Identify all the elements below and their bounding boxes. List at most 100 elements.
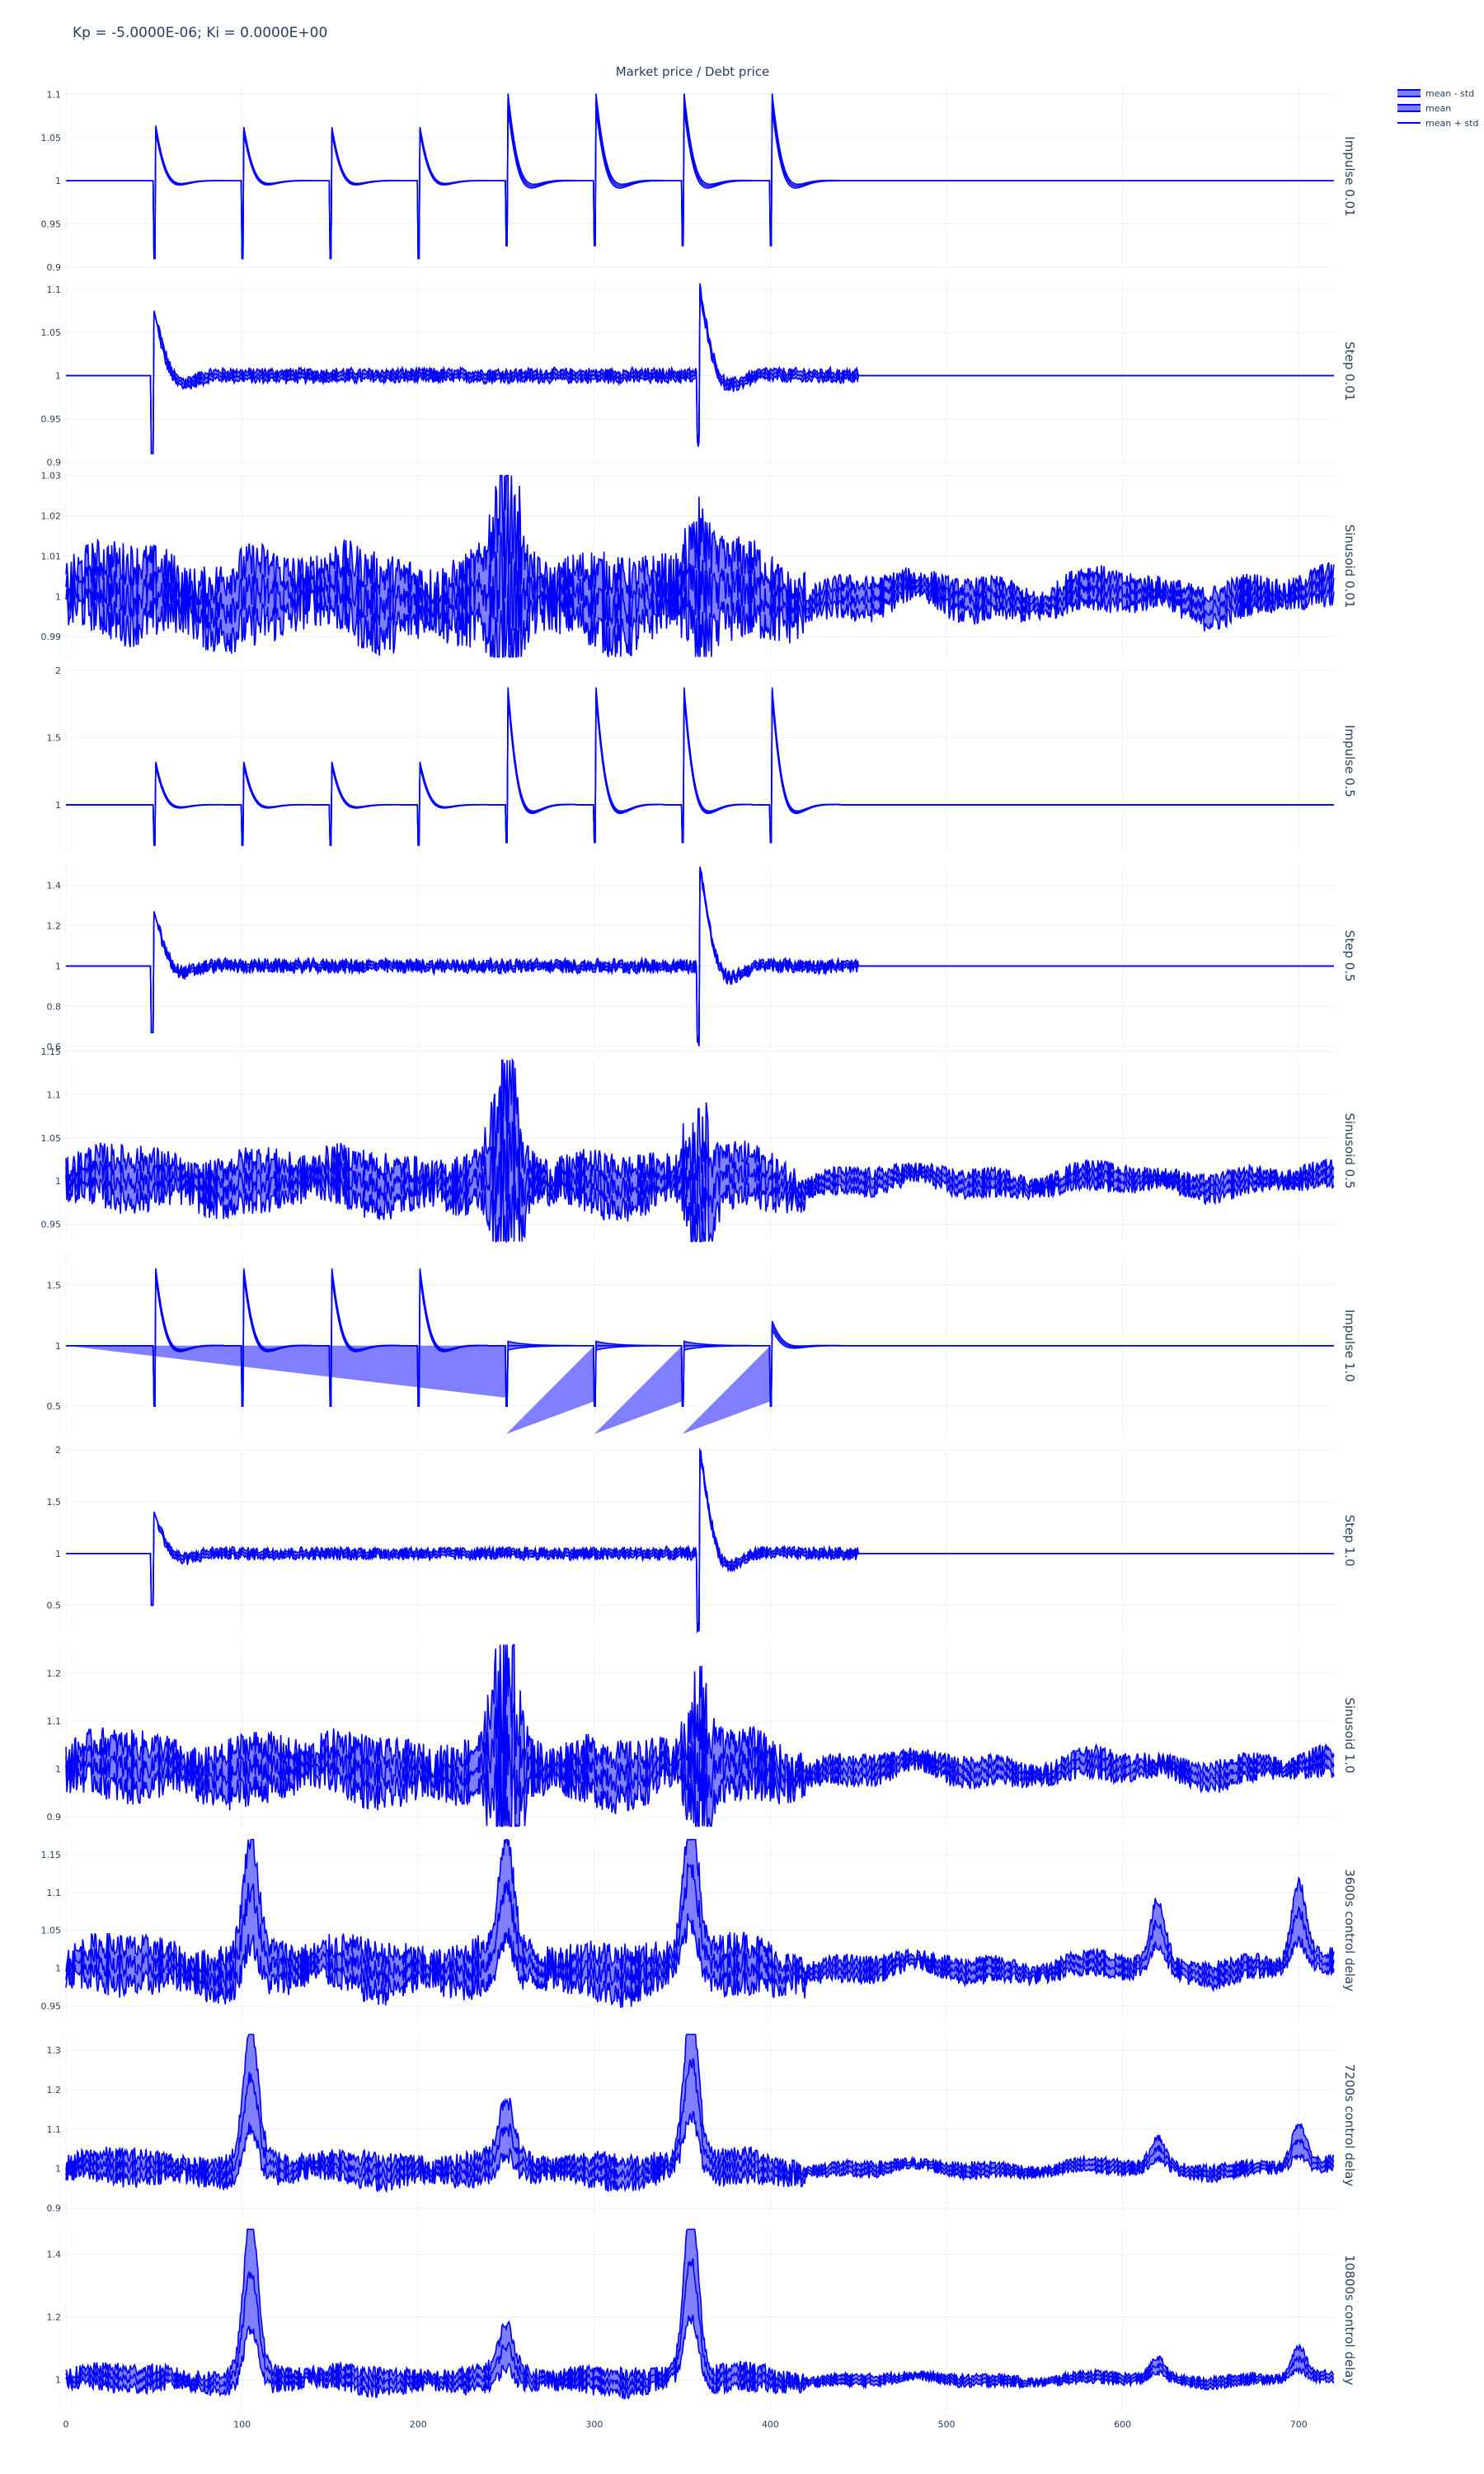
y-tick-label: 1 xyxy=(55,2164,61,2175)
y-tick-label: 1.1 xyxy=(47,285,62,295)
panel-11[interactable]: 1 1.2 1.4 10800s control delay xyxy=(47,2228,1358,2411)
band-wedge xyxy=(682,1345,771,1434)
y-tick-label: 1.4 xyxy=(47,2250,62,2260)
y-tick-label: 1.05 xyxy=(41,1133,62,1144)
legend-swatch xyxy=(1397,89,1421,97)
y-tick-label: 1.5 xyxy=(47,1280,62,1291)
figure-title: Kp = -5.0000E-06; Ki = 0.0000E+00 xyxy=(73,25,328,41)
y-tick-label: 1.2 xyxy=(47,2312,62,2323)
series-mean-minus-std xyxy=(65,1912,1335,2008)
legend-label: mean - std xyxy=(1425,87,1475,99)
panel-9[interactable]: 0.95 1 1.05 1.1 1.15 3600s control delay xyxy=(41,1838,1358,2021)
panel-10[interactable]: 0.9 1 1.1 1.2 1.3 7200s control delay xyxy=(47,2034,1358,2216)
y-tick-label: 0.9 xyxy=(47,457,62,468)
series-mean-minus-std xyxy=(66,109,1334,260)
y-tick-label: 0.5 xyxy=(47,1601,62,1611)
y-tick-label: 1 xyxy=(55,591,61,602)
y-tick-label: 1.05 xyxy=(41,327,62,338)
panel-6[interactable]: 0.5 1 1.5 Impulse 1.0 xyxy=(47,1254,1358,1437)
panel-label: Sinusoid 1.0 xyxy=(1342,1697,1357,1773)
subplot-title: Market price / Debt price xyxy=(615,64,770,79)
y-tick-label: 1.1 xyxy=(47,2124,62,2135)
y-tick-label: 1 xyxy=(55,2374,61,2385)
panel-label: Sinusoid 0.5 xyxy=(1342,1112,1357,1188)
y-tick-label: 1.5 xyxy=(47,1497,62,1507)
y-tick-label: 1 xyxy=(55,371,61,382)
series-mean-plus-std xyxy=(66,687,1334,846)
panel-7[interactable]: 0.5 1 1.5 2 Step 1.0 xyxy=(47,1445,1358,1634)
series-mean xyxy=(65,2058,1335,2183)
series-mean-plus-std xyxy=(65,1838,1335,1978)
y-tick-label: 1.5 xyxy=(47,732,62,743)
series-mean xyxy=(65,1863,1335,1992)
panel-label: 10800s control delay xyxy=(1342,2255,1357,2385)
y-tick-label: 1.05 xyxy=(41,1926,62,1936)
panel-5[interactable]: 0.95 1 1.05 1.1 1.15 Sinusoid 0.5 xyxy=(41,1047,1358,1244)
y-tick-label: 1.05 xyxy=(41,133,62,143)
y-tick-label: 0.6 xyxy=(47,1042,62,1052)
legend-item-mean-plus-std[interactable]: mean + std xyxy=(1397,115,1478,130)
legend-item-mean[interactable]: mean xyxy=(1397,101,1478,115)
band-wedge xyxy=(594,1345,683,1434)
panel-1[interactable]: 0.9 0.95 1 1.05 1.1 Step 0.01 xyxy=(41,280,1358,468)
x-tick-label: 700 xyxy=(1290,2419,1308,2429)
series-mean xyxy=(66,101,1334,260)
series-mean-plus-std xyxy=(66,93,1334,260)
y-tick-label: 1 xyxy=(55,176,61,186)
y-tick-label: 0.95 xyxy=(41,219,62,230)
panel-4[interactable]: 0.6 0.8 1 1.2 1.4 Step 0.5 xyxy=(47,865,1358,1052)
y-tick-label: 1.2 xyxy=(47,1668,62,1679)
y-tick-label: 0.9 xyxy=(47,2203,62,2213)
series-mean-plus-std xyxy=(66,866,1334,1041)
y-tick-label: 1 xyxy=(55,1341,61,1352)
series-mean-plus-std xyxy=(66,283,1334,454)
series-mean xyxy=(65,2258,1335,2391)
series-mean-plus-std xyxy=(65,2034,1335,2176)
y-tick-label: 2 xyxy=(55,1445,61,1456)
series-mean-plus-std xyxy=(66,1447,1334,1626)
panel-2[interactable]: 0.99 1 1.01 1.02 1.03 Sinusoid 0.01 xyxy=(41,471,1358,658)
x-tick-label: 0 xyxy=(63,2419,69,2429)
series-mean-minus-std xyxy=(66,1277,1334,1407)
std-band xyxy=(66,687,1334,845)
y-tick-label: 1 xyxy=(55,961,61,971)
panel-label: Step 0.01 xyxy=(1342,341,1357,401)
legend-item-mean-minus-std[interactable]: mean - std xyxy=(1397,86,1478,101)
y-tick-label: 1.1 xyxy=(47,1089,62,1100)
panel-label: 3600s control delay xyxy=(1342,1869,1357,1992)
y-tick-label: 1 xyxy=(55,1549,61,1559)
panel-label: Impulse 1.0 xyxy=(1342,1310,1357,1382)
y-tick-label: 0.8 xyxy=(47,1001,62,1012)
panel-0[interactable]: 0.9 0.95 1 1.05 1.1 Impulse 0.01 xyxy=(41,86,1358,273)
y-tick-label: 1.03 xyxy=(41,471,62,482)
legend-label: mean xyxy=(1425,102,1452,114)
series-mean-minus-std xyxy=(65,2110,1335,2194)
panel-8[interactable]: 0.9 1 1.1 1.2 Sinusoid 1.0 xyxy=(47,1644,1358,1827)
x-tick-label: 500 xyxy=(938,2419,956,2429)
legend-swatch xyxy=(1397,104,1421,112)
series-mean-minus-std xyxy=(65,2314,1335,2400)
y-tick-label: 1.15 xyxy=(41,1850,62,1860)
x-tick-label: 300 xyxy=(585,2419,603,2429)
y-tick-label: 0.9 xyxy=(47,262,62,273)
y-tick-label: 1.01 xyxy=(41,551,62,562)
series-mean xyxy=(65,499,1335,650)
panel-label: Step 0.5 xyxy=(1342,930,1357,982)
y-tick-label: 0.9 xyxy=(47,1812,62,1823)
y-tick-label: 0.5 xyxy=(47,1401,62,1412)
legend-swatch xyxy=(1397,122,1421,124)
y-tick-label: 1.3 xyxy=(47,2045,62,2056)
y-tick-label: 1.2 xyxy=(47,2085,62,2095)
y-tick-label: 1 xyxy=(55,1964,61,1974)
legend-label: mean + std xyxy=(1425,117,1479,129)
panel-3[interactable]: 1 1.5 2 Impulse 0.5 xyxy=(47,666,1358,852)
y-tick-label: 0.99 xyxy=(41,632,62,642)
series-mean-minus-std xyxy=(66,697,1334,846)
y-tick-label: 0.95 xyxy=(41,1220,62,1230)
y-tick-label: 1.1 xyxy=(47,1888,62,1898)
panel-label: Step 1.0 xyxy=(1342,1515,1357,1567)
legend[interactable]: mean - std mean mean + std xyxy=(1397,86,1478,130)
series-mean xyxy=(65,1691,1335,1827)
